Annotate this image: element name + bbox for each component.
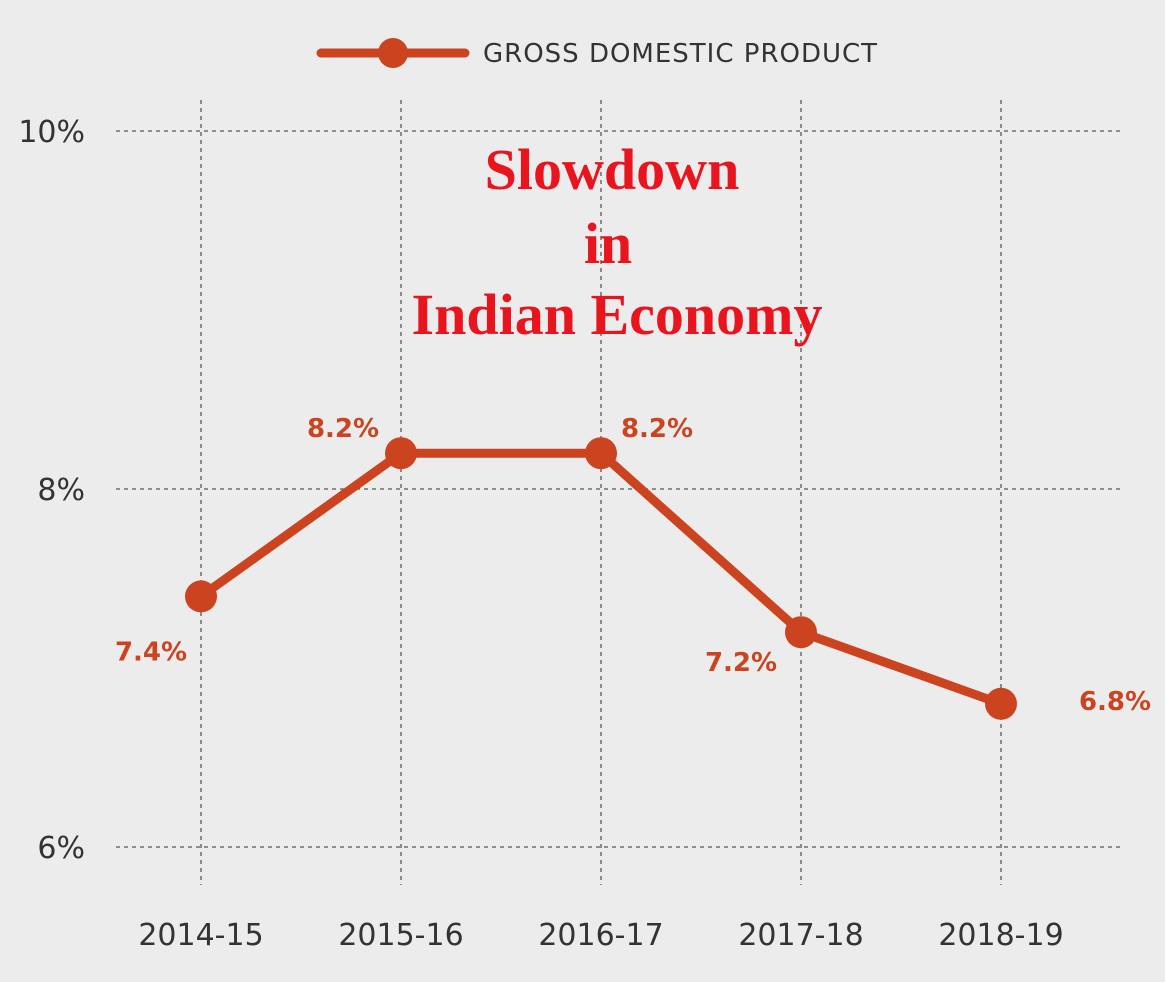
x-tick-label: 2018-19 [938, 918, 1063, 953]
data-label: 6.8% [1079, 687, 1151, 717]
data-point [785, 616, 817, 649]
x-tick-label: 2017-18 [738, 918, 863, 953]
data-label: 8.2% [307, 414, 379, 444]
data-labels: 7.4% 8.2% 8.2% 7.2% 6.8% [115, 414, 1151, 717]
data-point [585, 437, 617, 470]
legend: GROSS DOMESTIC PRODUCT [316, 38, 878, 69]
y-tick-label: 6% [37, 831, 85, 866]
y-tick-label: 10% [18, 115, 85, 150]
data-point [985, 687, 1017, 720]
data-point [185, 580, 217, 613]
x-tick-label: 2016-17 [538, 918, 663, 953]
data-label: 7.2% [705, 648, 777, 678]
y-tick-label: 8% [37, 473, 85, 508]
data-label: 8.2% [621, 414, 693, 444]
chart-title-line: Slowdown [485, 137, 740, 202]
data-label: 7.4% [115, 637, 187, 667]
data-point [385, 437, 417, 470]
axis-ticks: 10% 8% 6% 2014-15 2015-16 2016-17 2017-18 2018-… [18, 115, 1063, 953]
x-tick-label: 2014-15 [138, 918, 263, 953]
series-gdp [185, 437, 1017, 720]
x-tick-label: 2015-16 [338, 918, 463, 953]
chart-title-line: in [584, 211, 632, 276]
series-line [196, 448, 1006, 709]
chart-title-line: Indian Economy [412, 282, 823, 347]
legend-marker [378, 38, 408, 68]
legend-label: GROSS DOMESTIC PRODUCT [483, 39, 878, 69]
grid [116, 100, 1120, 885]
